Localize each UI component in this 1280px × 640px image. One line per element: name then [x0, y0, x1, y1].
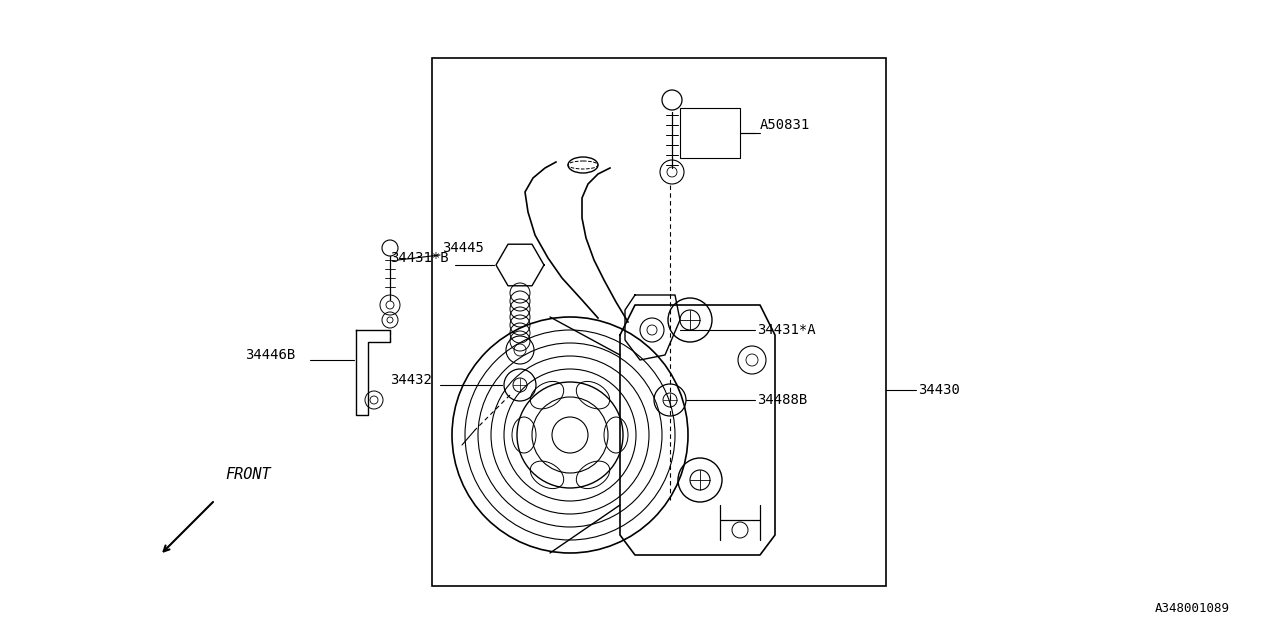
Bar — [433, 58, 886, 586]
Text: A348001089: A348001089 — [1155, 602, 1230, 615]
Text: 34430: 34430 — [918, 383, 960, 397]
Text: A50831: A50831 — [760, 118, 810, 132]
Text: 34446B: 34446B — [244, 348, 296, 362]
Text: 34445: 34445 — [442, 241, 484, 255]
Bar — [680, 108, 740, 158]
Text: 34432: 34432 — [390, 373, 431, 387]
Text: 34431*B: 34431*B — [390, 251, 448, 265]
Text: FRONT: FRONT — [225, 467, 270, 482]
Text: 34431*A: 34431*A — [756, 323, 815, 337]
Text: 34488B: 34488B — [756, 393, 808, 407]
